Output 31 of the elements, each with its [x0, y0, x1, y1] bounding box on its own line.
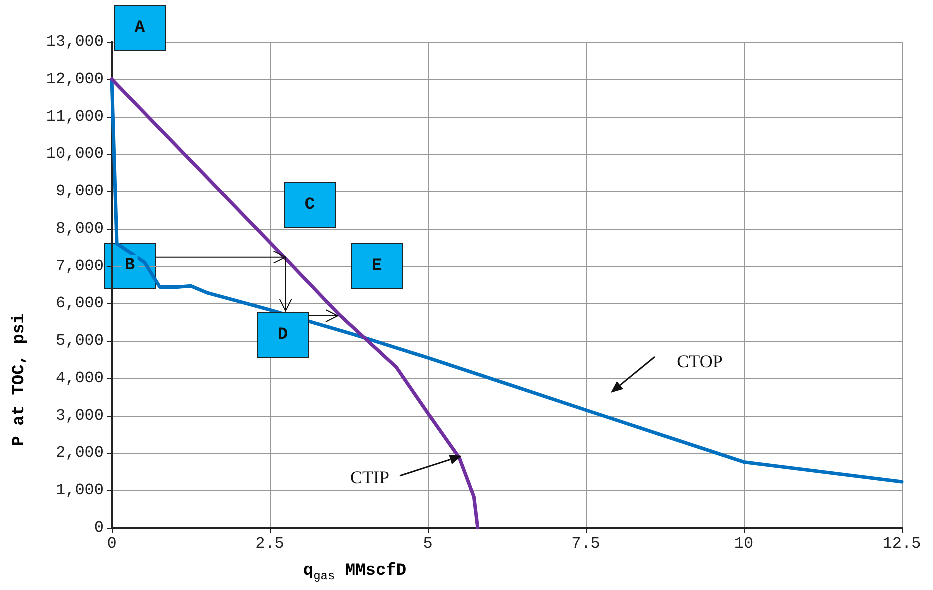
y-tick-label: 7,000 [56, 257, 104, 276]
y-tick-label: 6,000 [56, 294, 104, 313]
y-tick-label: 8,000 [56, 220, 104, 238]
annotation: CTOP [677, 352, 723, 372]
x-tick-label: 2.5 [256, 535, 284, 553]
annotation: B [122, 256, 138, 276]
y-tick-label: 0 [94, 519, 104, 537]
x-tick-label: 12.5 [882, 535, 922, 553]
annotation: E [351, 243, 403, 289]
y-tick-label: 5,000 [56, 332, 104, 350]
x-axis-title: q$_{gas}$ MMscfD [303, 562, 407, 584]
y-tick-label: 12,000 [46, 70, 104, 88]
x-tick-label: 10 [734, 535, 754, 553]
y-tick-label: 2,000 [56, 444, 104, 462]
annotation: C [284, 182, 336, 228]
x-tick-label: 0 [107, 535, 117, 553]
line-series [110, 78, 480, 530]
annotation: CTIP [350, 468, 390, 488]
y-tick-label: 1,000 [56, 482, 104, 500]
y-tick-label: 10,000 [46, 145, 104, 164]
x-tick-label: 5 [423, 535, 433, 553]
y-tick-label: 11,000 [46, 108, 104, 126]
x-tick-label: 7.5 [572, 535, 600, 553]
y-tick-label: 4,000 [56, 369, 104, 388]
annotation: D [257, 312, 309, 358]
y-tick-label: 13,000 [46, 33, 104, 51]
text: A [114, 5, 166, 51]
line-series [110, 78, 904, 484]
y-tick-label: 9,000 [56, 182, 104, 201]
y-axis-title: P at TOC, psi [10, 314, 30, 446]
y-tick-label: 3,000 [56, 406, 104, 425]
